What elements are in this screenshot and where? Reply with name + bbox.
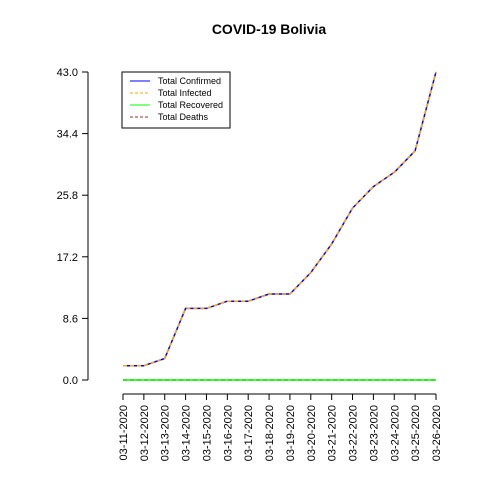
x-tick-label: 03-15-2020 <box>201 405 213 461</box>
legend: Total Confirmed Total Infected Total Recov… <box>121 71 231 129</box>
x-tick-label: 03-11-2020 <box>118 405 130 460</box>
x-tick-label: 03-26-2020 <box>431 405 443 461</box>
x-tick-label: 03-25-2020 <box>410 405 422 461</box>
x-tick-label: 03-18-2020 <box>264 405 276 461</box>
legend-label: Total Deaths <box>158 112 209 122</box>
x-axis: 03-11-2020 03-12-2020 03-13-2020 03-14-2020… <box>118 393 443 461</box>
x-tick-label: 03-19-2020 <box>285 405 297 461</box>
chart-title: COVID-19 Bolivia <box>212 21 327 37</box>
x-tick-label: 03-13-2020 <box>160 405 172 461</box>
x-tick-label: 03-21-2020 <box>327 405 339 461</box>
x-tick-label: 03-17-2020 <box>243 405 255 461</box>
x-tick-label: 03-14-2020 <box>181 405 193 461</box>
plot-area <box>123 71 437 381</box>
x-tick-label: 03-20-2020 <box>306 405 318 461</box>
y-tick-label: 25.8 <box>57 190 78 202</box>
y-tick-label: 17.2 <box>57 252 78 264</box>
y-axis: 0.0 8.6 17.2 25.8 34.4 43.0 <box>57 67 89 387</box>
legend-label: Total Confirmed <box>158 76 221 86</box>
x-tick-label: 03-16-2020 <box>222 405 234 461</box>
x-tick-label: 03-23-2020 <box>368 405 380 461</box>
y-tick-label: 0.0 <box>63 375 78 387</box>
x-tick-label: 03-24-2020 <box>389 405 401 461</box>
legend-label: Total Infected <box>158 88 212 98</box>
y-tick-label: 43.0 <box>57 67 78 79</box>
series-line-total-infected <box>123 71 437 367</box>
x-tick-label: 03-12-2020 <box>139 405 151 461</box>
y-tick-label: 8.6 <box>63 313 78 325</box>
legend-label: Total Recovered <box>158 100 223 110</box>
y-tick-label: 34.4 <box>57 129 78 141</box>
x-tick-label: 03-22-2020 <box>348 405 360 461</box>
